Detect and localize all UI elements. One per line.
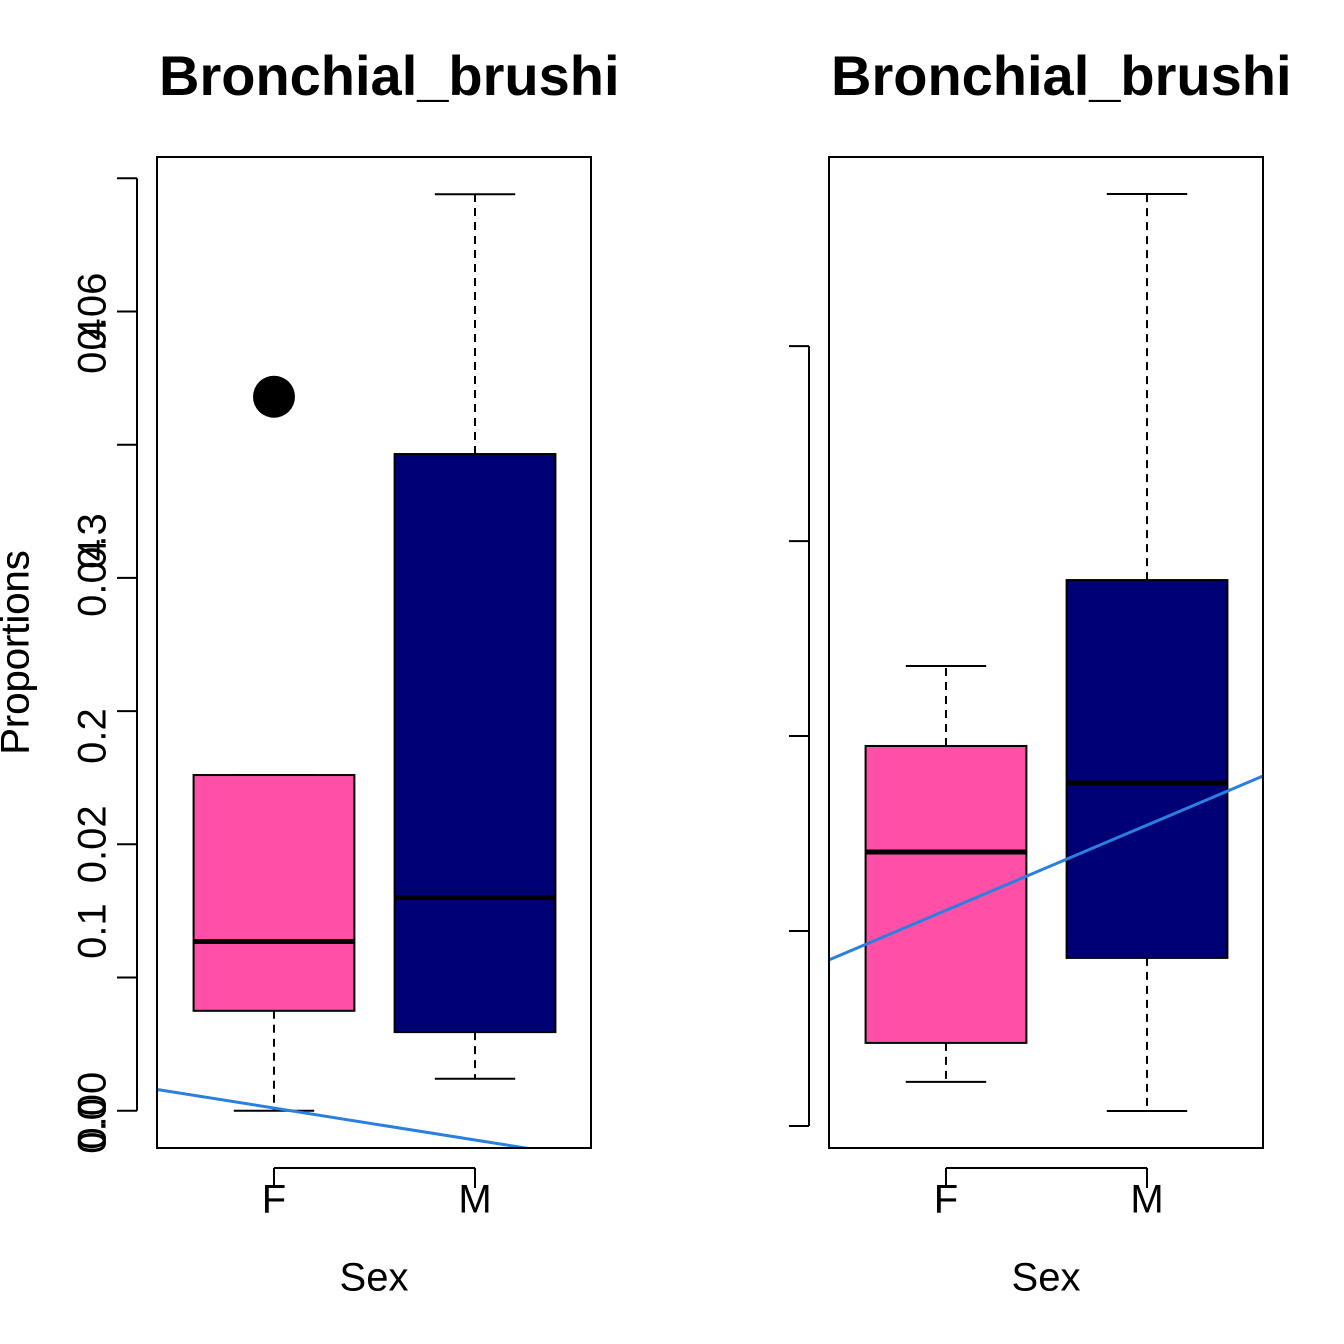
x-tick-label: F <box>262 1178 286 1222</box>
chart-title: Bronchial_brushi <box>159 44 620 107</box>
box <box>393 453 557 1034</box>
chart-title: Bronchial_brushi <box>831 44 1292 107</box>
y-tick-label: 0.4 <box>71 318 115 374</box>
x-tick-label: M <box>458 1178 491 1222</box>
y-tick-label: 0.3 <box>71 513 115 569</box>
y-tick-label: 0.0 <box>71 1098 115 1154</box>
y-tick-label: 0.2 <box>71 708 115 764</box>
plot-frame <box>156 156 592 1149</box>
y-axis-label: Proportions <box>0 550 38 755</box>
plot-frame <box>828 156 1264 1149</box>
y-tick-label: 0.06 <box>71 273 115 351</box>
y-tick-label: 0.1 <box>71 903 115 959</box>
x-tick-label: M <box>1130 1178 1163 1222</box>
y-tick-label: 0.04 <box>71 539 115 617</box>
trend-line <box>829 774 1263 962</box>
trend-line <box>157 1087 535 1148</box>
box <box>864 744 1028 1044</box>
x-axis-label: Sex <box>340 1256 409 1300</box>
outlier <box>252 375 295 418</box>
y-tick-label: 0.02 <box>71 805 115 883</box>
x-axis-label: Sex <box>1012 1256 1081 1300</box>
box <box>1065 579 1229 959</box>
y-axis-label: Proportions <box>0 550 38 755</box>
x-tick-label: F <box>934 1178 958 1222</box>
box <box>192 774 356 1012</box>
y-tick-label: 0.00 <box>71 1072 115 1150</box>
